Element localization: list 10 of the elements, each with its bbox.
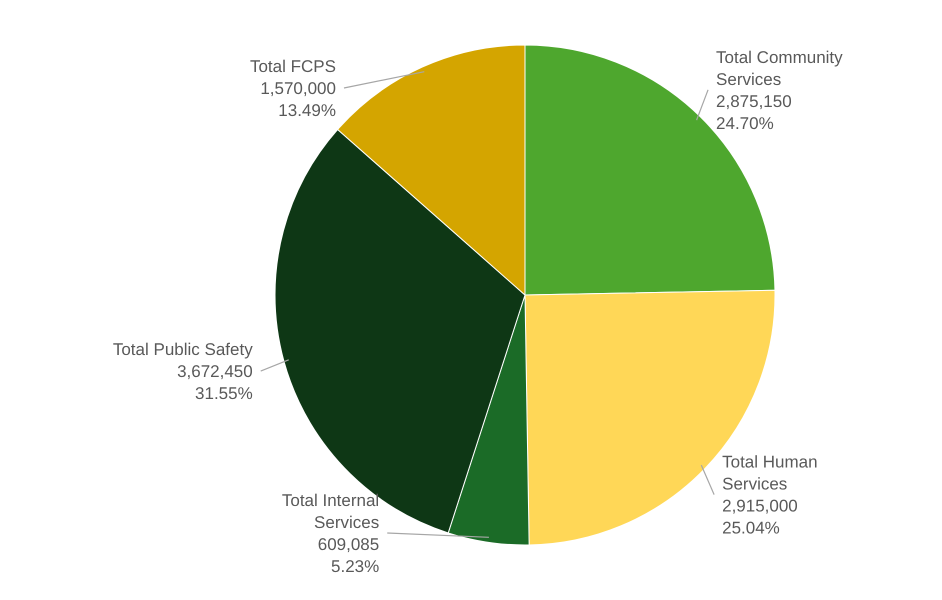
slice-label: Total Human Services [722, 452, 818, 494]
data-label: 609,085 5.23% [318, 535, 380, 576]
data-label: 2,875,150 24.70% [716, 92, 792, 133]
slice-label: Total FCPS [250, 57, 336, 76]
slice-label: Total Public Safety [112, 340, 254, 360]
data-label: 2,915,000 25.04% [722, 496, 798, 538]
slice-label: Total Internal Services [282, 491, 380, 532]
data-label: 3,672,450 31.55% [177, 362, 253, 404]
data-label: 1,570,000 13.49% [260, 79, 336, 120]
slice-label: Total Community Services [716, 48, 844, 89]
